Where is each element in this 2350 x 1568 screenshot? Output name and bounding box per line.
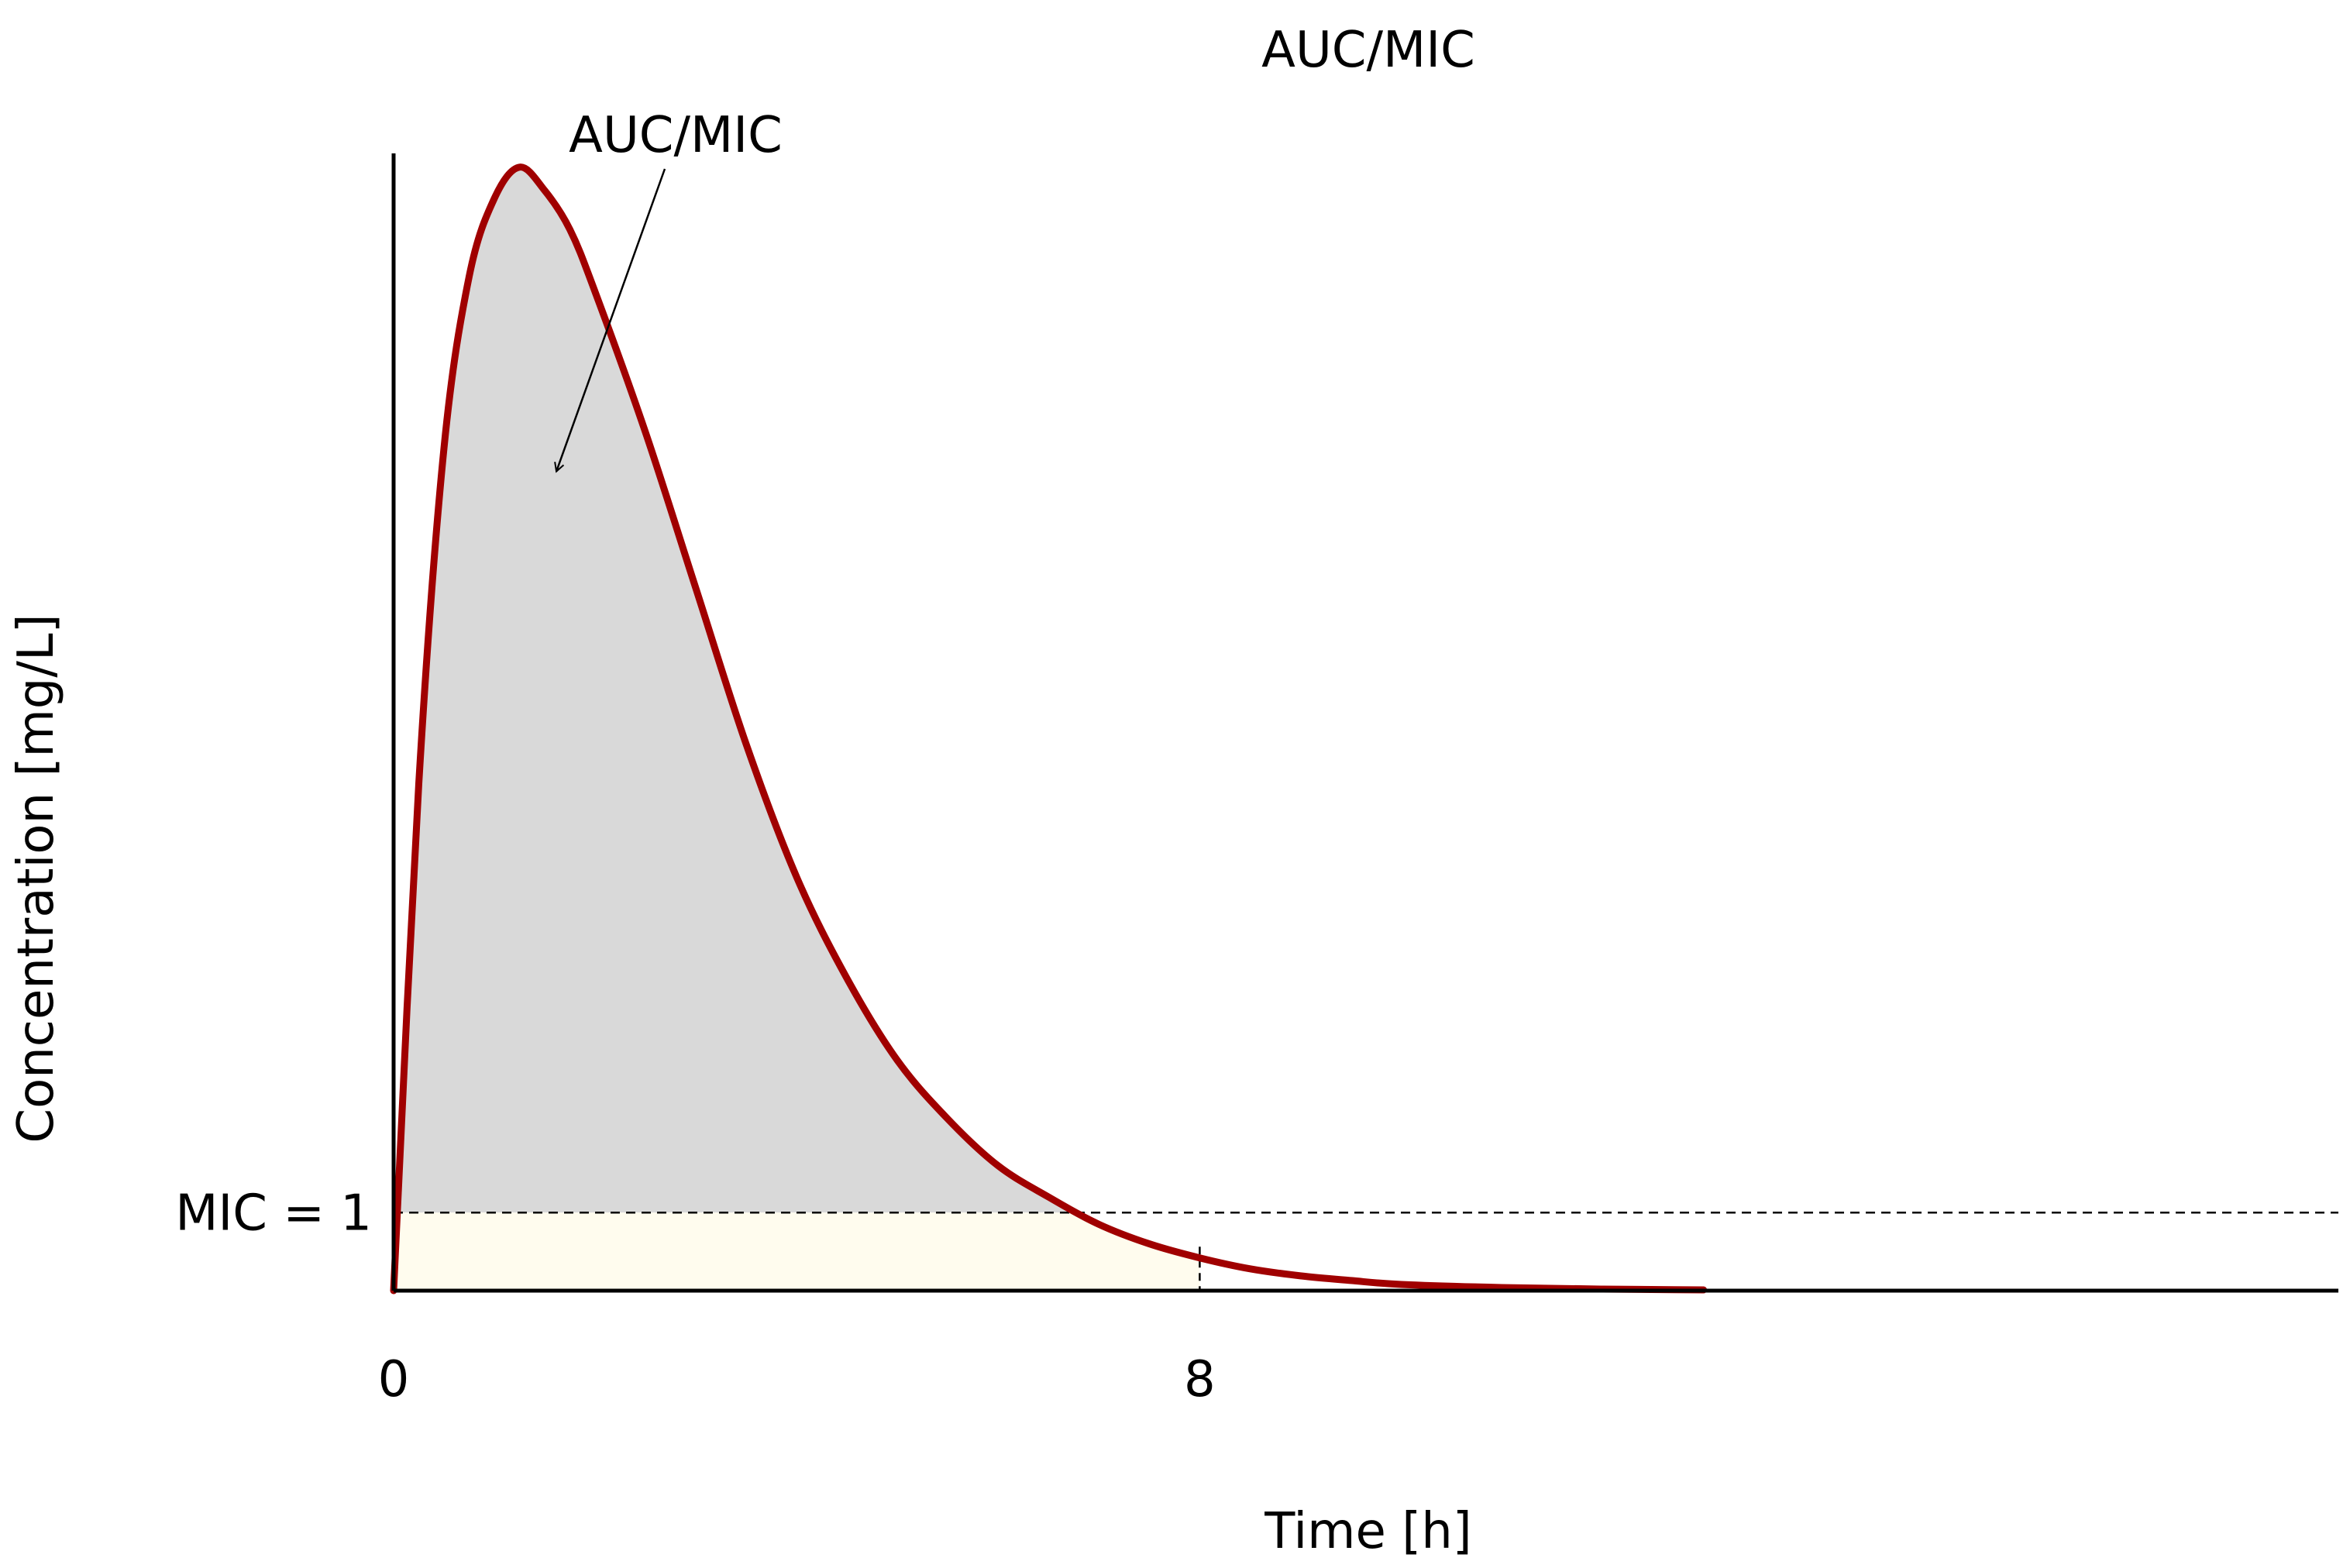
x-axis-label: Time [h]	[1264, 1503, 1471, 1560]
chart-title: AUC/MIC	[1261, 22, 1475, 79]
x-tick-label: 8	[1184, 1351, 1216, 1408]
annotation-arrow	[556, 168, 666, 472]
auc-area-below-mic	[394, 1212, 1200, 1291]
concentration-curve	[390, 163, 1708, 1295]
auc-area-above-mic	[397, 167, 1076, 1213]
auc-mic-annotation: AUC/MIC	[569, 107, 783, 164]
mic-label: MIC = 1	[175, 1185, 372, 1242]
y-axis-label: Concentration [mg/L]	[8, 614, 65, 1143]
x-tick-label: 0	[378, 1351, 410, 1408]
